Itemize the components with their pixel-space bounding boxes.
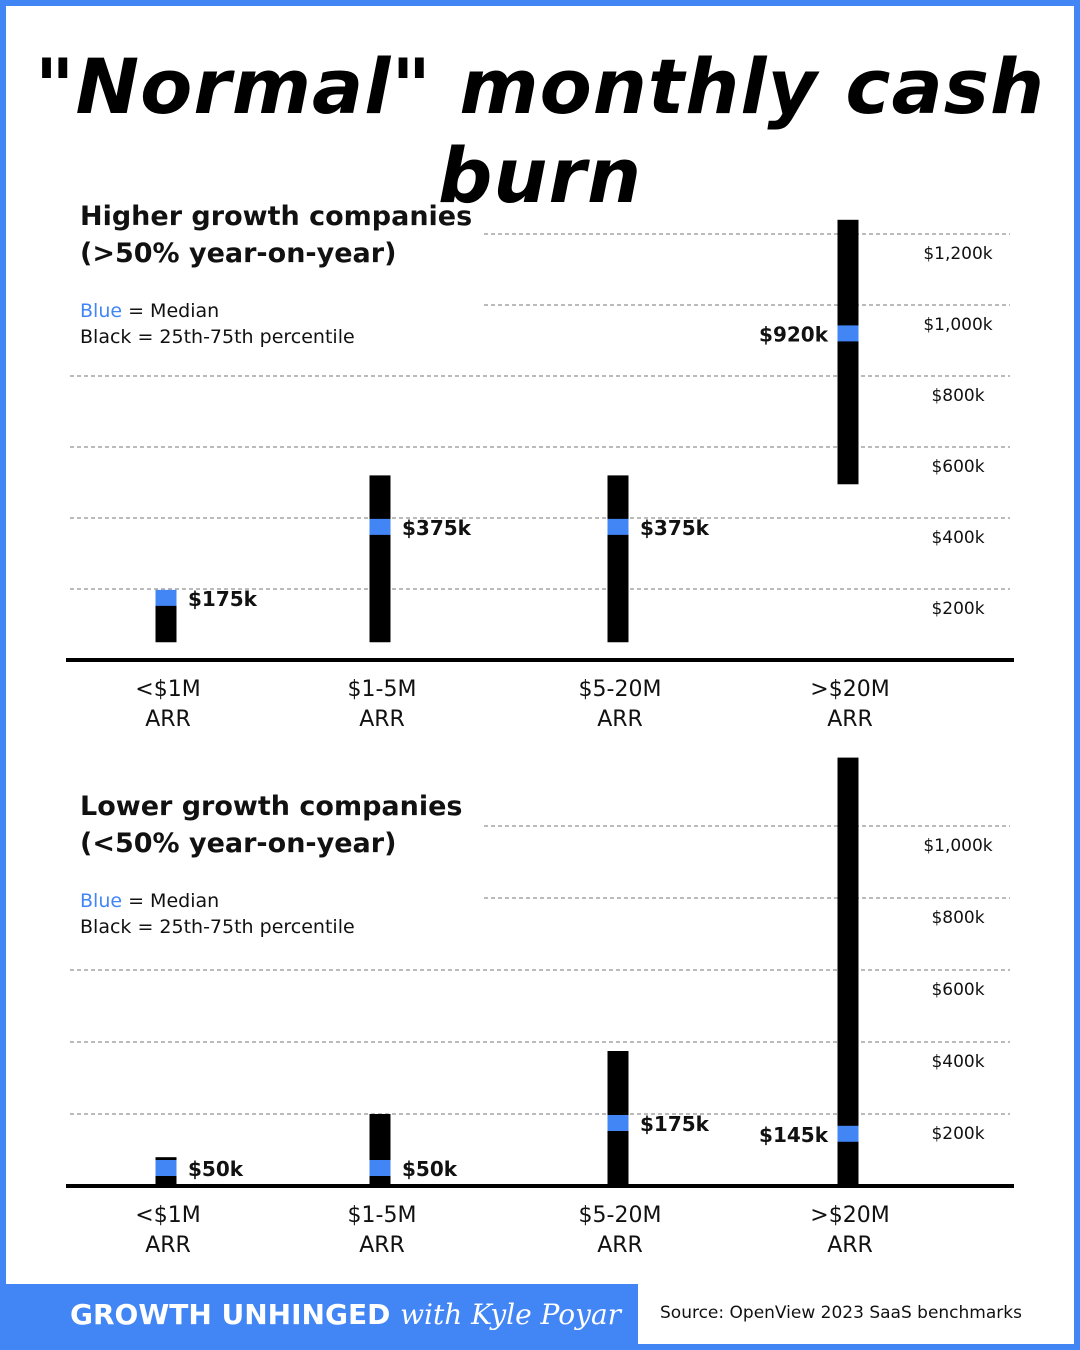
- category-label: $5-20M: [579, 677, 662, 702]
- median-marker: [369, 1160, 391, 1176]
- median-label: $50k: [402, 1157, 458, 1181]
- category-label: $5-20M: [579, 1203, 662, 1228]
- legend-blue-text: = Median: [122, 300, 220, 322]
- y-tick-label: $600k: [931, 980, 984, 1000]
- footer-brand-bar: GROWTH UNHINGED with Kyle Poyar: [0, 1284, 638, 1350]
- median-label: $175k: [188, 587, 258, 611]
- category-label: $1-5M: [348, 1203, 417, 1228]
- category-label-unit: ARR: [597, 1233, 643, 1258]
- y-tick-label: $600k: [931, 457, 984, 477]
- range-bar: [607, 475, 629, 643]
- category-label-unit: ARR: [827, 1233, 873, 1258]
- median-label: $375k: [640, 516, 710, 540]
- median-marker: [369, 518, 391, 535]
- median-label: $375k: [402, 516, 472, 540]
- median-marker: [837, 1125, 859, 1142]
- y-tick-label: $200k: [931, 1124, 984, 1144]
- legend-blue-text: = Median: [122, 890, 220, 912]
- y-tick-label: $1,000k: [923, 836, 992, 856]
- category-label-unit: ARR: [145, 707, 191, 732]
- legend-black-text: Black = 25th-75th percentile: [80, 916, 355, 938]
- category-label: >$20M: [810, 677, 889, 702]
- y-tick-label: $1,200k: [923, 244, 992, 264]
- median-marker: [155, 1160, 177, 1176]
- median-label: $50k: [188, 1157, 244, 1181]
- chart-2-title-line2: (<50% year-on-year): [80, 828, 397, 859]
- y-tick-label: $800k: [931, 908, 984, 928]
- bottom-border: [638, 1344, 1080, 1350]
- category-label: <$1M: [135, 1203, 200, 1228]
- median-label: $145k: [759, 1123, 829, 1147]
- median-marker: [607, 1115, 629, 1131]
- median-label: $175k: [640, 1112, 710, 1136]
- y-tick-label: $400k: [931, 528, 984, 548]
- y-tick-label: $800k: [931, 386, 984, 406]
- brand-name: GROWTH UNHINGED: [70, 1298, 391, 1331]
- chart-2-legend: Blue = Median Black = 25th-75th percenti…: [80, 888, 355, 940]
- y-tick-label: $200k: [931, 599, 984, 619]
- chart-1-title-line2: (>50% year-on-year): [80, 238, 397, 269]
- range-bar: [837, 757, 859, 1185]
- median-marker: [607, 518, 629, 535]
- chart-2-title: Lower growth companies (<50% year-on-yea…: [80, 788, 462, 862]
- source-note: Source: OpenView 2023 SaaS benchmarks: [660, 1303, 1022, 1323]
- range-bar: [837, 219, 859, 485]
- chart-1-title-line1: Higher growth companies: [80, 201, 473, 232]
- category-label: <$1M: [135, 677, 200, 702]
- category-label: >$20M: [810, 1203, 889, 1228]
- category-label: $1-5M: [348, 677, 417, 702]
- range-bar: [369, 475, 391, 643]
- category-label-unit: ARR: [359, 707, 405, 732]
- y-tick-label: $1,000k: [923, 315, 992, 335]
- chart-1-title: Higher growth companies (>50% year-on-ye…: [80, 198, 472, 272]
- legend-black-text: Black = 25th-75th percentile: [80, 326, 355, 348]
- legend-blue-word: Blue: [80, 890, 123, 912]
- category-label-unit: ARR: [597, 707, 643, 732]
- chart-2-title-line1: Lower growth companies: [80, 791, 463, 822]
- page-title: "Normal" monthly cash burn: [34, 42, 1046, 220]
- median-marker: [155, 589, 177, 606]
- legend-blue-word: Blue: [80, 300, 123, 322]
- category-label-unit: ARR: [359, 1233, 405, 1258]
- chart-1-legend: Blue = Median Black = 25th-75th percenti…: [80, 298, 355, 350]
- median-marker: [837, 325, 859, 342]
- category-label-unit: ARR: [827, 707, 873, 732]
- median-label: $920k: [759, 322, 829, 346]
- range-bar: [155, 594, 177, 643]
- y-tick-label: $400k: [931, 1052, 984, 1072]
- brand-author: with Kyle Poyar: [400, 1298, 622, 1331]
- category-label-unit: ARR: [145, 1233, 191, 1258]
